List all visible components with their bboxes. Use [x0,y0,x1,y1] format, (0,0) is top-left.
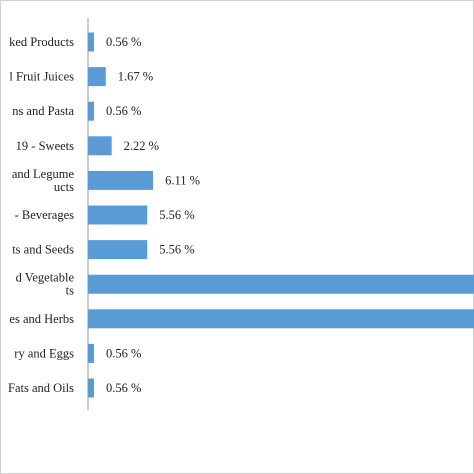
bar [88,32,94,52]
value-label: 5.56 % [159,208,194,222]
value-label: 1.67 % [118,70,153,84]
bar [88,136,112,156]
bar [88,309,474,329]
category-label: l Fruit Juices [9,70,74,84]
value-label: 0.56 % [106,35,141,49]
bar [88,205,148,225]
bar [88,170,154,190]
category-label: ry and Eggs [14,346,74,360]
bar [88,274,474,294]
value-label: 0.56 % [106,346,141,360]
value-label: 6.11 % [165,173,200,187]
category-label: ns and Pasta [12,104,74,118]
bar [88,67,106,87]
category-label: ts and Seeds [12,243,74,257]
category-label: - Beverages [15,208,74,222]
value-label: 2.22 % [124,139,159,153]
category-label: d Vegetable ts [16,271,75,298]
value-label: 0.56 % [106,381,141,395]
bar [88,343,94,363]
category-label: es and Herbs [9,312,74,326]
value-label: 0.56 % [106,104,141,118]
bar [88,101,94,121]
value-label: 5.56 % [159,243,194,257]
category-label: ked Products [9,35,74,49]
category-label: 19 - Sweets [16,139,74,153]
bar [88,240,148,260]
category-label: Fats and Oils [8,381,74,395]
bar [88,378,94,398]
category-label: and Legume ucts [12,167,75,194]
